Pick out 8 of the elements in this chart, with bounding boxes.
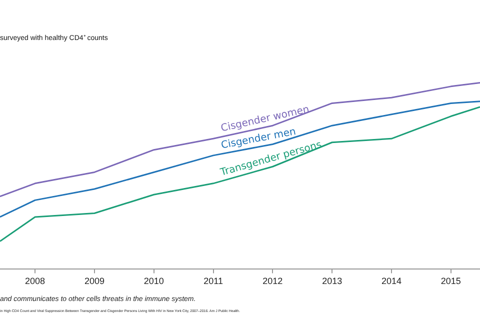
x-tick-label: 2013 [322,276,342,286]
x-tick-label: 2014 [381,276,402,286]
x-tick-label: 2010 [144,276,164,286]
x-tick-label: 2012 [262,276,283,286]
x-tick-label: 2009 [84,276,104,286]
x-tick-label: 2015 [440,276,461,286]
x-tick-label: 2011 [204,276,223,286]
x-tick-label: 2008 [25,276,46,286]
